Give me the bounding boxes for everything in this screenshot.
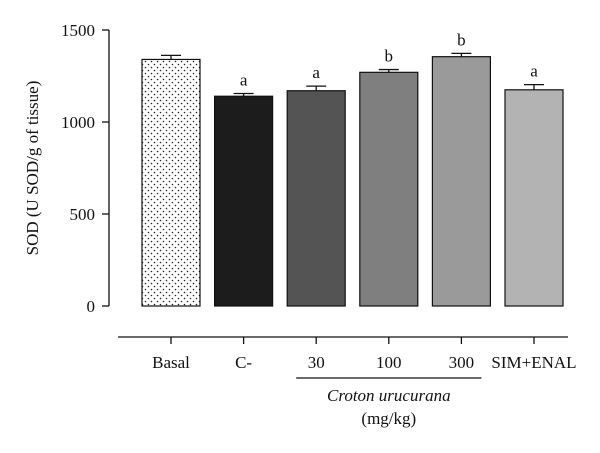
x-tick-labels: Basal C- 30 100 300 SIM+ENAL bbox=[152, 353, 576, 372]
x-axis bbox=[118, 336, 568, 344]
y-tick-label: 1000 bbox=[61, 113, 95, 132]
bar-basal bbox=[141, 58, 201, 307]
x-tick-label: 100 bbox=[376, 353, 402, 372]
bar-300 bbox=[431, 56, 491, 307]
significance-letter: b bbox=[385, 47, 394, 66]
x-tick-label: 300 bbox=[449, 353, 475, 372]
y-axis-label: SOD (U SOD/g of tissue) bbox=[23, 81, 42, 256]
x-tick-label: SIM+ENAL bbox=[491, 353, 576, 372]
group-label-name: Croton urucurana bbox=[327, 386, 451, 405]
bars: a a b b a bbox=[141, 30, 564, 307]
y-tick-label: 500 bbox=[70, 205, 96, 224]
y-tick-label: 0 bbox=[87, 297, 96, 316]
group-label-unit: (mg/kg) bbox=[361, 409, 416, 428]
significance-letter: b bbox=[457, 30, 466, 49]
y-tick-label: 1500 bbox=[61, 21, 95, 40]
y-axis: 0 500 1000 1500 bbox=[61, 21, 110, 316]
bar-c- bbox=[214, 95, 274, 307]
significance-letter: a bbox=[530, 62, 538, 81]
bar-100 bbox=[359, 71, 419, 307]
significance-letter: a bbox=[240, 70, 248, 89]
bar-sim-enal bbox=[504, 89, 564, 307]
significance-letter: a bbox=[312, 63, 320, 82]
x-tick-label: 30 bbox=[308, 353, 325, 372]
x-tick-label: Basal bbox=[152, 353, 190, 372]
bar-30 bbox=[286, 90, 346, 307]
x-tick-label: C- bbox=[235, 353, 252, 372]
